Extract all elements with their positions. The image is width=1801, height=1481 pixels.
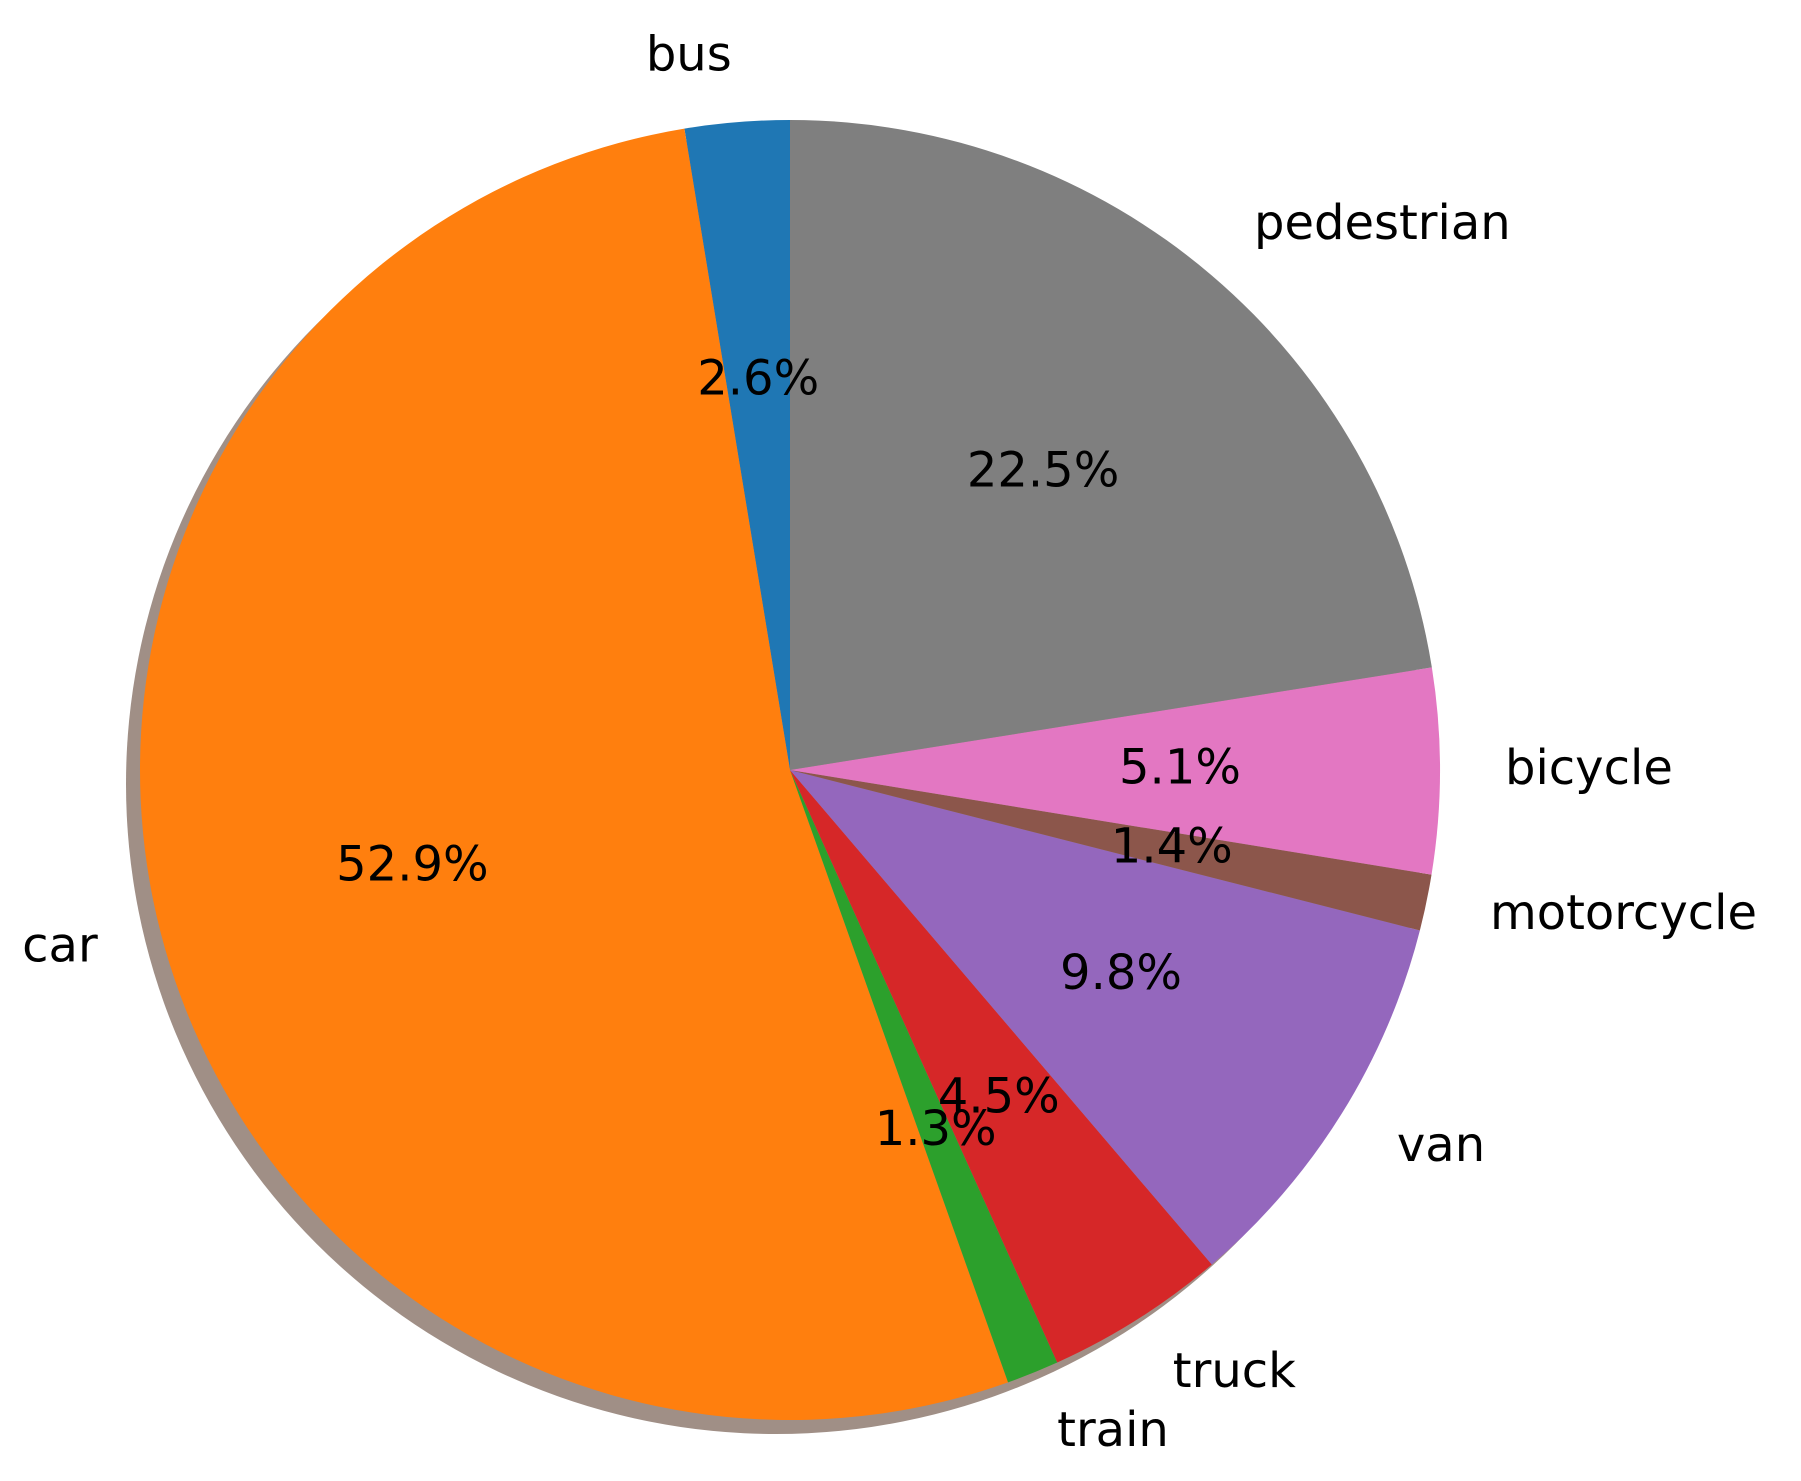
- pie-slice-pedestrian: [790, 120, 1432, 770]
- slice-label-pedestrian: pedestrian: [1254, 195, 1511, 251]
- pct-label-pedestrian: 22.5%: [967, 442, 1119, 498]
- slice-label-motorcycle: motorcycle: [1490, 885, 1757, 941]
- pct-label-train: 1.3%: [875, 1101, 997, 1157]
- pie-slice-train: [790, 770, 1058, 1383]
- pie-slice-truck: [790, 770, 1212, 1363]
- slice-label-bus: bus: [646, 26, 732, 82]
- pie-slice-motorcycle: [790, 770, 1432, 931]
- slice-label-truck: truck: [1173, 1343, 1296, 1399]
- pie-labels: bus 2.6% car 52.9% train 1.3% truck 4.5% van 9.8%…: [22, 26, 1757, 1458]
- slice-label-car: car: [22, 918, 98, 974]
- pct-label-car: 52.9%: [336, 836, 488, 892]
- pct-label-bicycle: 5.1%: [1119, 740, 1241, 796]
- pct-label-motorcycle: 1.4%: [1111, 819, 1233, 875]
- pie-slice-car: [140, 128, 1009, 1420]
- pct-label-bus: 2.6%: [697, 350, 819, 406]
- pie-slice-bicycle: [790, 667, 1440, 875]
- pie-slice-bus: [684, 120, 790, 770]
- pct-label-van: 9.8%: [1060, 945, 1182, 1001]
- pie-slice-van: [790, 770, 1420, 1265]
- pct-label-truck: 4.5%: [938, 1068, 1060, 1124]
- slice-label-train: train: [1057, 1402, 1169, 1458]
- pie-slices: [140, 120, 1440, 1420]
- slice-label-van: van: [1397, 1117, 1485, 1173]
- slice-label-bicycle: bicycle: [1505, 740, 1673, 796]
